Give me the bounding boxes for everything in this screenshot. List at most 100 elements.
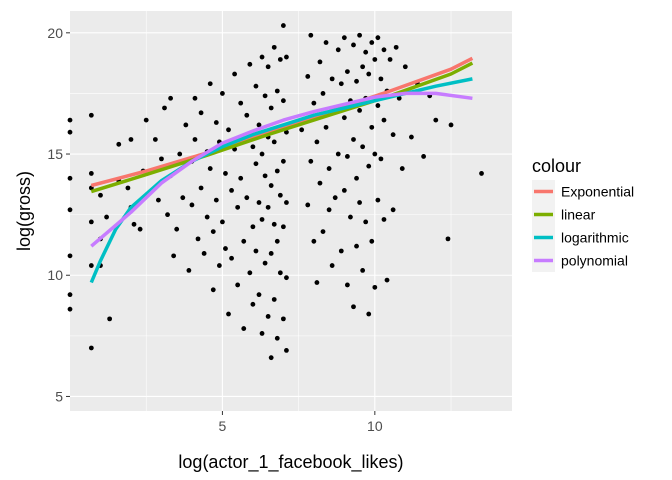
data-point	[448, 122, 454, 128]
data-point	[375, 197, 381, 203]
data-point	[265, 314, 271, 319]
data-point	[244, 195, 250, 201]
data-point	[338, 248, 344, 254]
data-point	[280, 98, 286, 104]
data-point	[277, 192, 283, 198]
data-point	[250, 144, 256, 150]
data-point	[433, 117, 439, 123]
data-point	[320, 229, 326, 235]
data-point	[207, 166, 213, 171]
data-point	[67, 117, 73, 123]
data-point	[329, 263, 335, 268]
data-point	[357, 200, 362, 205]
data-point	[402, 64, 408, 70]
data-point	[226, 311, 231, 317]
legend-title: colour	[532, 156, 581, 176]
x-tick-label: 5	[219, 418, 227, 434]
data-point	[348, 214, 353, 220]
data-point	[247, 270, 253, 276]
data-point	[256, 200, 262, 205]
data-point	[244, 112, 250, 118]
data-point	[88, 171, 94, 176]
data-point	[262, 260, 268, 266]
data-point	[174, 226, 180, 232]
y-tick-label: 15	[47, 146, 63, 162]
data-point	[213, 120, 219, 125]
data-point	[323, 124, 329, 130]
data-point	[326, 166, 332, 171]
data-point	[332, 195, 338, 201]
data-point	[335, 47, 341, 53]
data-point	[256, 292, 262, 298]
data-point	[280, 23, 286, 28]
data-point	[271, 297, 277, 302]
y-axis: 5 10 15 20	[47, 25, 70, 404]
data-point	[280, 158, 286, 164]
data-point	[271, 139, 277, 145]
data-point	[390, 207, 396, 213]
x-axis-title: log(actor_1_facebook_likes)	[178, 452, 403, 473]
data-point	[180, 195, 186, 201]
data-point	[256, 122, 262, 128]
data-point	[305, 202, 311, 208]
data-point	[204, 214, 210, 220]
data-point	[220, 91, 225, 96]
data-point	[268, 251, 274, 256]
data-point	[67, 306, 73, 312]
data-point	[360, 267, 366, 273]
data-point	[250, 224, 256, 230]
data-point	[88, 219, 94, 225]
data-point	[329, 76, 335, 82]
data-point	[338, 81, 344, 87]
data-point	[216, 263, 222, 268]
data-point	[366, 71, 372, 77]
data-point	[220, 219, 225, 225]
data-point	[159, 156, 164, 162]
data-point	[186, 267, 192, 273]
data-point	[207, 81, 213, 87]
data-point	[265, 64, 271, 70]
legend: colour Exponential linear logarithmic polyn…	[532, 156, 634, 272]
data-point	[253, 248, 259, 254]
data-point	[369, 124, 375, 130]
data-point	[280, 316, 286, 322]
data-point	[152, 137, 158, 142]
data-point	[351, 42, 356, 48]
data-point	[67, 129, 73, 135]
series-line-polynomial	[90, 91, 473, 248]
data-point	[357, 32, 362, 38]
legend-label: linear	[561, 207, 596, 223]
data-point	[284, 54, 289, 60]
scatter-points	[67, 23, 484, 361]
data-point	[88, 263, 94, 268]
data-point	[268, 355, 274, 361]
data-point	[198, 110, 204, 116]
data-point	[354, 175, 359, 181]
data-point	[277, 57, 283, 62]
data-point	[341, 187, 347, 193]
data-point	[98, 192, 103, 198]
data-point	[125, 185, 131, 191]
data-point	[274, 335, 280, 341]
data-point	[341, 35, 347, 41]
data-point	[271, 44, 277, 50]
data-point	[280, 224, 286, 230]
data-point	[116, 141, 122, 147]
x-axis: 5 10	[219, 411, 383, 434]
data-point	[274, 168, 280, 174]
data-point	[265, 204, 271, 210]
y-tick-label: 20	[47, 25, 63, 41]
legend-label: logarithmic	[561, 230, 629, 246]
data-point	[317, 180, 323, 186]
data-point	[372, 57, 378, 62]
data-point	[323, 40, 329, 45]
x-tick-label: 10	[367, 418, 383, 434]
data-point	[67, 253, 73, 259]
data-point	[351, 137, 356, 142]
data-point	[381, 47, 387, 53]
data-point	[381, 217, 387, 222]
data-point	[393, 44, 399, 50]
data-point	[409, 134, 414, 140]
data-point	[284, 129, 289, 135]
fit-lines	[89, 56, 474, 284]
